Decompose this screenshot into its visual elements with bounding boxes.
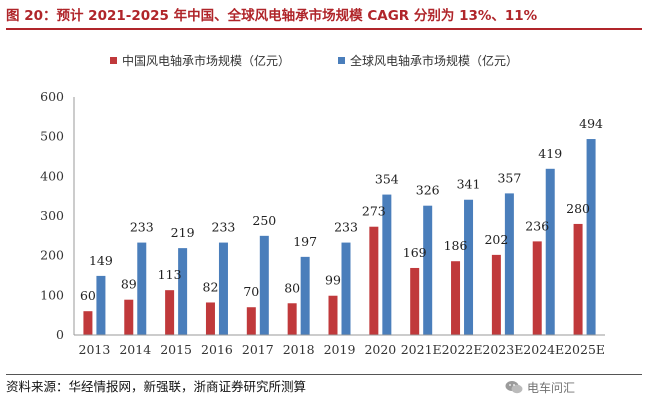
bar (83, 311, 93, 335)
y-tick-label: 500 (40, 129, 64, 144)
x-tick-label: 2015 (160, 342, 192, 357)
x-tick-label: 2022E (442, 342, 483, 357)
chart-title: 图 20：预计 2021-2025 年中国、全球风电轴承市场规模 CAGR 分别… (6, 8, 538, 24)
data-label: 341 (457, 177, 481, 192)
data-label: 357 (497, 170, 521, 185)
data-label: 113 (158, 267, 182, 282)
legend-swatch (338, 57, 345, 64)
bar (205, 302, 215, 335)
bar-series (83, 139, 596, 335)
y-tick-label: 100 (40, 287, 64, 302)
bar (491, 254, 501, 335)
bar (137, 242, 147, 335)
data-label: 202 (484, 232, 508, 247)
y-axis: 0 100 200 300 400 500 600 (40, 89, 75, 342)
y-tick-label: 600 (40, 89, 64, 104)
bar (369, 226, 379, 335)
bar (259, 235, 269, 335)
bar (124, 299, 134, 335)
bar (382, 194, 392, 335)
data-label: 233 (334, 220, 358, 235)
x-tick-label: 2017 (242, 342, 274, 357)
chart-legend: 中国风电轴承市场规模（亿元） 全球风电轴承市场规模（亿元） (110, 53, 518, 68)
x-tick-label: 2019 (324, 342, 356, 357)
data-label: 70 (243, 284, 259, 299)
y-tick-label: 400 (40, 168, 64, 183)
bar (328, 295, 338, 335)
bar (451, 261, 461, 335)
footer-divider (6, 374, 642, 375)
bar (246, 307, 256, 335)
bar (287, 303, 297, 335)
source-note: 资料来源：华经情报网，新强联，浙商证券研究所测算 (6, 379, 307, 394)
bar (423, 205, 433, 335)
data-label: 60 (80, 288, 96, 303)
bar (218, 242, 228, 335)
data-label: 186 (444, 238, 468, 253)
data-label: 149 (89, 253, 113, 268)
bar (341, 242, 351, 335)
y-tick-label: 300 (40, 208, 64, 223)
x-axis: 2013 2014 2015 2016 2017 2018 2019 2020 2021E 202… (74, 334, 605, 357)
bar (96, 275, 106, 335)
data-label: 250 (252, 213, 276, 228)
watermark-text: 电车问汇 (527, 380, 576, 395)
x-tick-label: 2016 (201, 342, 233, 357)
data-label: 419 (538, 146, 562, 161)
data-labels: 60 149 89 233 113 219 82 233 70 250 80 197 99 233 273 3… (80, 116, 603, 303)
x-tick-label: 2025E (564, 342, 605, 357)
legend-label: 全球风电轴承市场规模（亿元） (350, 53, 518, 68)
bar (545, 168, 555, 335)
legend-swatch (110, 57, 117, 64)
bar (165, 290, 175, 335)
data-label: 80 (284, 280, 300, 295)
data-label: 236 (525, 218, 549, 233)
bar (586, 139, 596, 335)
data-label: 82 (203, 279, 219, 294)
data-label: 280 (566, 201, 590, 216)
data-label: 89 (121, 277, 137, 292)
data-label: 99 (325, 273, 341, 288)
data-label: 326 (416, 183, 440, 198)
x-tick-label: 2021E (401, 342, 442, 357)
legend-label: 中国风电轴承市场规模（亿元） (122, 53, 290, 68)
x-tick-label: 2013 (79, 342, 111, 357)
x-tick-label: 2020 (364, 342, 396, 357)
data-label: 273 (362, 204, 386, 219)
title-divider (6, 28, 642, 30)
y-tick-label: 200 (40, 248, 64, 263)
x-tick-label: 2023E (482, 342, 523, 357)
y-tick-label: 0 (56, 327, 64, 342)
bar-chart: 中国风电轴承市场规模（亿元） 全球风电轴承市场规模（亿元） 0 100 200 300 4… (0, 30, 650, 370)
x-tick-label: 2024E (523, 342, 564, 357)
data-label: 219 (171, 225, 195, 240)
x-tick-label: 2014 (119, 342, 151, 357)
bar (410, 267, 420, 335)
watermark: 电车问汇 (505, 377, 575, 397)
data-label: 197 (293, 234, 317, 249)
data-label: 233 (212, 220, 236, 235)
bar (532, 241, 542, 335)
data-label: 169 (403, 245, 427, 260)
x-tick-label: 2018 (283, 342, 315, 357)
bar (464, 199, 474, 335)
data-label: 494 (579, 116, 603, 131)
bar (573, 223, 583, 335)
data-label: 233 (130, 220, 154, 235)
bar (504, 193, 514, 335)
wechat-icon (505, 381, 523, 394)
data-label: 354 (375, 172, 399, 187)
bar (300, 256, 310, 335)
bar (178, 248, 188, 335)
